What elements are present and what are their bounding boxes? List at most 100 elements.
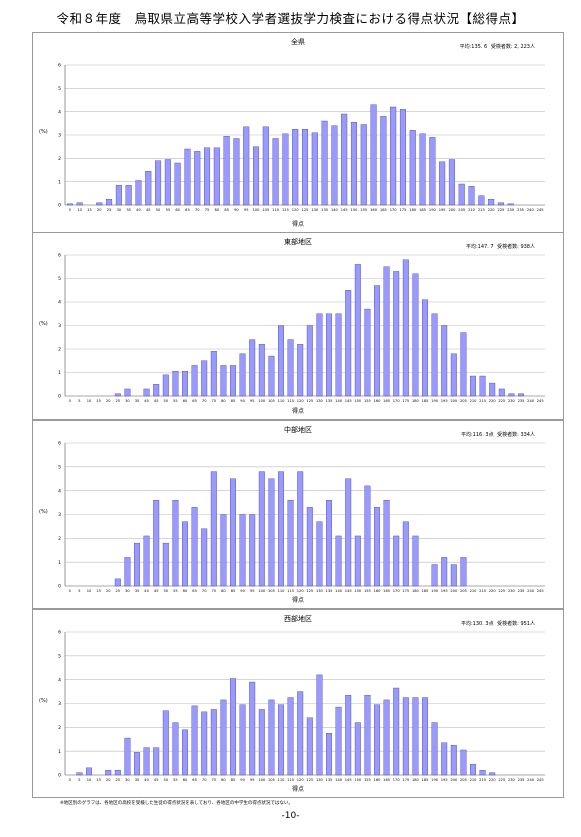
bar	[145, 170, 152, 206]
x-tick-label: 85	[231, 589, 236, 593]
x-tick-label: 185	[422, 589, 429, 593]
x-tick-label: 195	[441, 399, 448, 403]
count-label: 受検者数: 951人	[497, 621, 535, 627]
x-tick-label: 195	[441, 778, 448, 782]
y-tick-label: 5	[58, 276, 61, 282]
x-tick-label: 105	[268, 399, 275, 403]
bar	[399, 109, 406, 206]
x-tick-label: 5	[78, 399, 80, 403]
average-label: 平均:135. 6	[459, 44, 488, 50]
bar	[507, 203, 514, 206]
x-tick-label: 70	[202, 589, 207, 593]
x-tick-label: 145	[345, 399, 352, 403]
bar	[258, 344, 265, 397]
average-label: 平均:130. 3点	[460, 621, 494, 627]
x-tick-label: 50	[164, 778, 169, 782]
x-tick-label: 220	[489, 778, 497, 782]
x-tick-label: 95	[250, 778, 255, 782]
x-tick-label: 65	[185, 208, 190, 212]
bar	[220, 365, 227, 397]
bar	[124, 557, 131, 587]
x-tick-label: 5	[78, 589, 80, 593]
x-tick-label: 235	[518, 399, 525, 403]
bar	[287, 339, 294, 397]
bar	[422, 299, 428, 397]
x-axis-label: 得点	[291, 221, 304, 228]
chart-stats: 平均:116. 3点 受検者数: 334人	[459, 431, 535, 438]
bar	[364, 694, 371, 776]
x-tick-label: 210	[470, 399, 478, 403]
x-tick-label: 185	[422, 778, 429, 782]
x-tick-label: 5	[69, 208, 71, 212]
x-tick-label: 125	[302, 208, 309, 212]
bar	[393, 687, 400, 776]
bar	[497, 202, 504, 206]
bar	[268, 355, 275, 397]
bar	[223, 135, 230, 206]
bar	[249, 681, 256, 776]
bar	[194, 151, 201, 206]
bar	[162, 542, 169, 587]
bar	[230, 678, 236, 776]
x-tick-label: 240	[527, 399, 535, 403]
x-tick-label: 235	[518, 778, 525, 782]
bar	[412, 273, 419, 397]
y-tick-label: 6	[58, 630, 61, 636]
y-axis-label: (%)	[39, 321, 48, 327]
bar	[204, 147, 211, 206]
bar	[201, 360, 208, 397]
bar	[316, 521, 323, 587]
x-tick-label: 60	[183, 778, 188, 782]
bar	[326, 500, 332, 587]
y-axis-label: (%)	[39, 698, 48, 704]
y-tick-label: 3	[58, 512, 61, 518]
x-tick-label: 170	[390, 208, 398, 212]
bar	[439, 161, 446, 206]
bar	[383, 500, 390, 587]
x-tick-label: 35	[126, 208, 131, 212]
x-tick-label: 55	[173, 778, 178, 782]
y-tick-label: 1	[58, 370, 61, 376]
x-tick-label: 40	[136, 208, 141, 212]
bar	[383, 266, 390, 397]
x-tick-label: 80	[221, 399, 226, 403]
x-tick-label: 55	[173, 399, 178, 403]
y-tick-label: 6	[58, 253, 61, 259]
x-tick-label: 140	[331, 208, 339, 212]
x-tick-label: 150	[351, 208, 359, 212]
x-tick-label: 230	[508, 589, 516, 593]
bar	[239, 704, 246, 776]
bar	[297, 344, 304, 397]
x-tick-label: 165	[380, 208, 387, 212]
bar	[96, 202, 103, 206]
bar	[268, 478, 275, 587]
x-tick-label: 60	[175, 208, 180, 212]
x-tick-label: 85	[224, 208, 229, 212]
bar	[282, 133, 289, 206]
bar	[460, 749, 467, 776]
bar	[153, 747, 160, 776]
x-tick-label: 110	[278, 778, 286, 782]
x-tick-label: 90	[240, 778, 245, 782]
x-tick-label: 165	[383, 778, 390, 782]
y-tick-label: 4	[58, 488, 61, 494]
x-tick-label: 230	[508, 399, 516, 403]
bar	[243, 126, 250, 206]
bar	[450, 745, 457, 776]
x-tick-label: 20	[106, 589, 111, 593]
x-tick-label: 155	[364, 399, 371, 403]
x-tick-label: 200	[449, 208, 457, 212]
x-tick-label: 0	[69, 399, 72, 403]
x-tick-label: 85	[231, 778, 236, 782]
bar	[76, 772, 83, 776]
bar	[460, 332, 467, 397]
x-tick-label: 245	[537, 399, 544, 403]
bar	[262, 126, 269, 206]
count-label: 受検者数: 2, 223人	[490, 44, 535, 50]
count-label: 受検者数: 938人	[497, 244, 535, 250]
x-tick-label: 205	[460, 589, 467, 593]
bar	[341, 113, 348, 206]
bar	[316, 674, 323, 776]
x-tick-label: 20	[97, 208, 102, 212]
count-label: 受検者数: 334人	[497, 432, 535, 438]
